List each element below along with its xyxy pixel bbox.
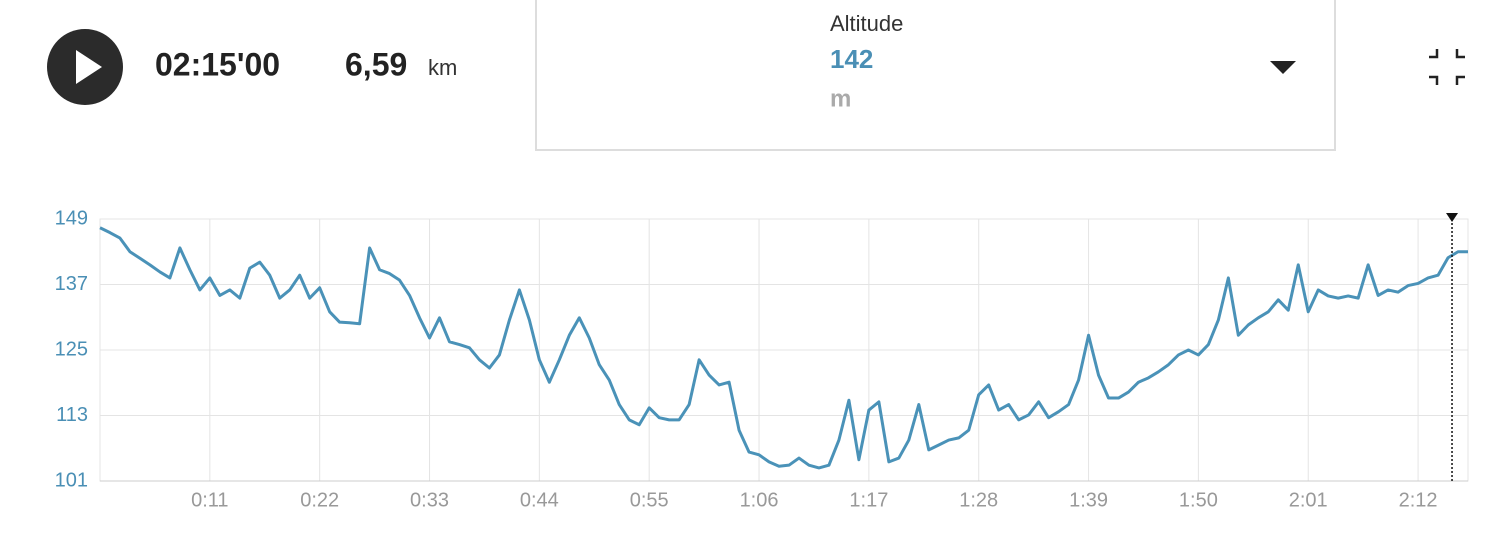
- duration: 02:15'00: [155, 46, 280, 82]
- distance-unit: km: [428, 55, 457, 80]
- y-tick-label: 137: [55, 273, 88, 295]
- x-tick-label: 1:17: [849, 489, 888, 511]
- x-tick-label: 1:06: [740, 489, 779, 511]
- y-tick-label: 125: [55, 338, 88, 360]
- x-tick-label: 1:50: [1179, 489, 1218, 511]
- x-tick-label: 0:55: [630, 489, 669, 511]
- x-tick-label: 2:01: [1289, 489, 1328, 511]
- metric-selector[interactable]: [535, 0, 1336, 151]
- x-tick-label: 0:33: [410, 489, 449, 511]
- x-tick-label: 0:44: [520, 489, 559, 511]
- y-tick-label: 113: [56, 404, 88, 426]
- play-icon: [76, 50, 102, 84]
- distance: 6,59: [345, 46, 407, 82]
- x-tick-label: 1:28: [959, 489, 998, 511]
- x-tick-label: 0:11: [191, 489, 228, 511]
- metric-value: 142: [830, 44, 873, 74]
- x-tick-label: 1:39: [1069, 489, 1108, 511]
- y-tick-label: 149: [55, 207, 88, 229]
- altitude-line: [99, 226, 1468, 470]
- collapse-icon[interactable]: [1429, 49, 1465, 85]
- x-tick-label: 0:22: [300, 489, 339, 511]
- metric-unit: m: [830, 85, 851, 112]
- dropdown-arrow[interactable]: [1270, 61, 1296, 74]
- metric-label: Altitude: [830, 11, 903, 36]
- cursor-marker: [1446, 213, 1459, 222]
- x-tick-label: 2:12: [1399, 489, 1438, 511]
- y-tick-label: 101: [55, 469, 88, 491]
